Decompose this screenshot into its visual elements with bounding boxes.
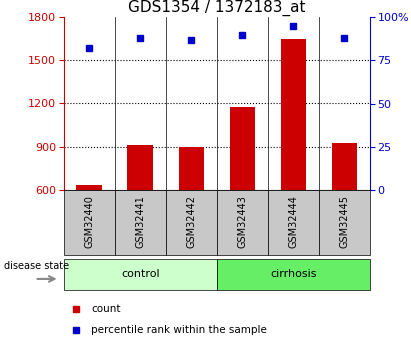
Bar <box>115 190 166 255</box>
Bar <box>178 147 204 190</box>
Bar <box>217 259 370 290</box>
Text: control: control <box>121 269 159 279</box>
Bar <box>166 190 217 255</box>
Text: GSM32443: GSM32443 <box>237 195 247 248</box>
Bar <box>217 190 268 255</box>
Bar <box>319 190 370 255</box>
Bar <box>268 190 319 255</box>
Text: GSM32441: GSM32441 <box>135 195 145 248</box>
Bar <box>76 186 102 190</box>
Text: disease state: disease state <box>4 261 69 270</box>
Text: count: count <box>91 304 121 314</box>
Bar <box>230 107 255 190</box>
Text: cirrhosis: cirrhosis <box>270 269 316 279</box>
Bar <box>127 145 153 190</box>
Text: GSM32442: GSM32442 <box>186 195 196 248</box>
Bar <box>332 143 357 190</box>
Text: GSM32445: GSM32445 <box>339 195 349 248</box>
Title: GDS1354 / 1372183_at: GDS1354 / 1372183_at <box>128 0 305 16</box>
Text: GSM32444: GSM32444 <box>289 195 298 248</box>
Bar <box>64 190 115 255</box>
Bar <box>281 39 306 190</box>
Text: percentile rank within the sample: percentile rank within the sample <box>91 325 267 335</box>
Bar <box>64 259 217 290</box>
Text: GSM32440: GSM32440 <box>84 195 94 248</box>
